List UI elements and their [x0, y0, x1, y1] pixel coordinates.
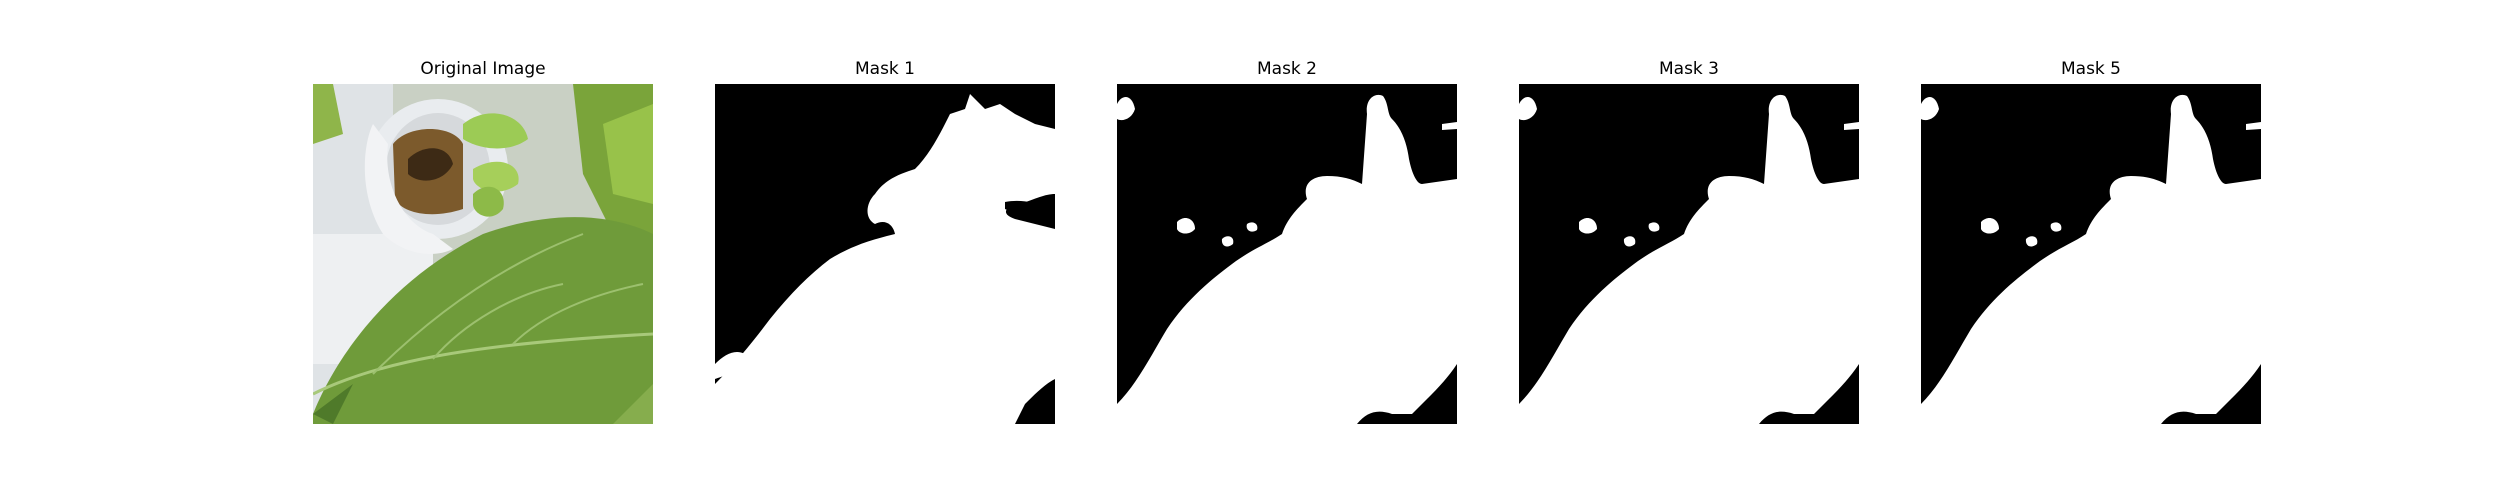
panel-mask-3: Mask 3 [1519, 0, 1859, 500]
mask-3 [1519, 84, 1859, 424]
panel-mask-5: Mask 5 [1921, 0, 2261, 500]
panel-mask-1: Mask 1 [715, 0, 1055, 500]
mask-3-image [1519, 84, 1859, 424]
original-image [313, 84, 653, 424]
mask-5 [1921, 84, 2261, 424]
mask-1-image [715, 84, 1055, 424]
mask-5-image [1921, 84, 2261, 424]
panel-mask-2: Mask 2 [1117, 0, 1457, 500]
mask-2 [1117, 84, 1457, 424]
panel-title: Mask 1 [854, 59, 915, 79]
mask-2-image [1117, 84, 1457, 424]
panel-title: Mask 5 [2060, 59, 2121, 79]
panel-title: Mask 2 [1256, 59, 1317, 79]
panel-original-image: Original Image [313, 0, 653, 500]
panel-title: Mask 3 [1658, 59, 1719, 79]
plant-photo [313, 84, 653, 424]
mask-1 [715, 84, 1055, 424]
panel-title: Original Image [420, 59, 546, 79]
